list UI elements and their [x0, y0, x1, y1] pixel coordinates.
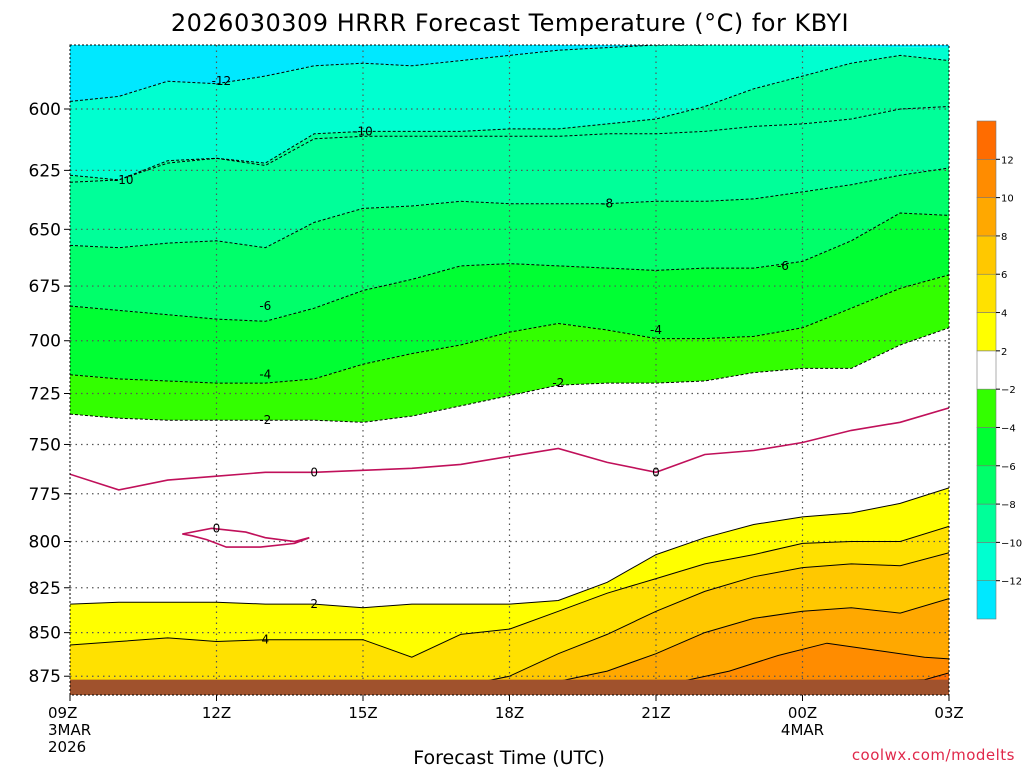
contour-label: -10 [114, 173, 134, 187]
colorbar-label: −4 [1001, 423, 1016, 434]
x-date-label: 2026 [48, 738, 86, 756]
x-tick-label: 15Z [348, 704, 377, 722]
chart-title: 2026030309 HRRR Forecast Temperature (°C… [171, 9, 849, 37]
contour-line-10 [665, 642, 949, 686]
x-tick-label: 03Z [934, 704, 963, 722]
contour-label: -10 [353, 124, 373, 138]
contour-label: 0 [652, 465, 660, 479]
gridlines [70, 45, 949, 695]
contour-labels: -12 -10 -10 -8 -6 -6 -4 -4 -2 -2 0 0 0 2 4 [114, 74, 789, 647]
colorbar-swatch [976, 580, 997, 620]
y-tick-label: 700 [29, 332, 61, 352]
x-tick-label: 12Z [202, 704, 231, 722]
colorbar-label: 10 [1001, 194, 1014, 205]
colorbar-swatch [976, 388, 997, 428]
contour-line-0 [70, 407, 949, 491]
colorbar-legend: −12 −10 −8 −6 −4 −2 2 4 6 8 10 12 [976, 120, 1022, 620]
terrain-fill [70, 679, 949, 695]
contour-label: -6 [777, 259, 789, 273]
contour-label: -4 [259, 368, 271, 382]
colorbar-label: −2 [1001, 385, 1016, 396]
contour-label: -4 [650, 323, 662, 337]
y-tick-label: 850 [29, 624, 61, 644]
y-tick-label: 650 [29, 220, 61, 240]
colorbar-label: −8 [1001, 500, 1016, 511]
colorbar-label: 12 [1001, 155, 1014, 166]
x-axis-title: Forecast Time (UTC) [413, 747, 604, 768]
contour-line-0 [70, 327, 949, 423]
colorbar-swatch [976, 503, 997, 543]
colorbar-swatch [976, 273, 997, 313]
colorbar-swatch [976, 312, 997, 352]
colorbar-label: 2 [1001, 347, 1007, 358]
colorbar-swatch [976, 235, 997, 275]
y-tick-label: 875 [29, 667, 61, 687]
contour-line-0-closed [182, 527, 310, 548]
x-date-label: 4MAR [781, 721, 824, 739]
colorbar-label: −6 [1001, 462, 1016, 473]
contour-label: 0 [310, 465, 318, 479]
y-axis: 600 625 650 675 700 725 750 775 800 825 850 875 [29, 100, 70, 687]
colorbar-swatch [976, 465, 997, 505]
colorbar-label: −10 [1001, 538, 1022, 549]
colorbar-swatch [976, 120, 997, 160]
contour-line-minus12 [70, 45, 705, 102]
band-below-minus12 [70, 45, 949, 102]
y-tick-label: 625 [29, 161, 61, 181]
contour-line-minus2 [70, 274, 949, 384]
colorbar-swatch [976, 350, 997, 390]
colorbar-label: 6 [1001, 270, 1007, 281]
contour-line-2 [70, 487, 949, 609]
contour-label: -2 [552, 376, 564, 390]
colorbar-label: −12 [1001, 577, 1022, 588]
colorbar-swatch [976, 197, 997, 237]
y-tick-label: 775 [29, 485, 61, 505]
colorbar-swatch [976, 542, 997, 581]
band-minus10-minus8 [70, 55, 949, 183]
contour-lines [70, 45, 949, 689]
x-tick-label: 21Z [641, 704, 670, 722]
colorbar-swatch [976, 159, 997, 198]
y-tick-label: 750 [29, 435, 61, 455]
contour-label: 0 [213, 521, 221, 535]
band-near-zero [70, 327, 949, 608]
y-tick-label: 825 [29, 579, 61, 599]
contour-line-8 [533, 598, 949, 687]
credit-text: coolwx.com/modelts [852, 746, 1015, 764]
contour-label: -6 [259, 299, 271, 313]
x-tick-label: 00Z [788, 704, 817, 722]
terrain-ground [70, 679, 949, 695]
x-tick-label: 09Z [48, 704, 77, 722]
contour-line-minus10 [70, 54, 949, 181]
contour-label: -2 [259, 413, 271, 427]
contour-line-6 [450, 552, 949, 689]
colorbar-label: 4 [1001, 309, 1007, 320]
y-tick-label: 600 [29, 100, 61, 120]
contour-label: 2 [310, 597, 318, 611]
y-tick-label: 725 [29, 384, 61, 404]
contour-line-4 [70, 525, 949, 658]
y-tick-label: 800 [29, 532, 61, 552]
contour-line-minus4 [70, 212, 949, 322]
contour-line-minus8 [70, 106, 949, 183]
colorbar-swatch [976, 427, 997, 467]
contour-label: 4 [262, 633, 270, 647]
band-minus6-minus4 [70, 168, 949, 322]
contour-line-minus6 [70, 167, 949, 249]
contour-label: -12 [212, 74, 232, 88]
x-tick-label: 18Z [495, 704, 524, 722]
x-date-label: 3MAR [48, 721, 91, 739]
y-tick-label: 675 [29, 277, 61, 297]
colorbar-label: 8 [1001, 232, 1007, 243]
contour-label: -8 [601, 197, 613, 211]
